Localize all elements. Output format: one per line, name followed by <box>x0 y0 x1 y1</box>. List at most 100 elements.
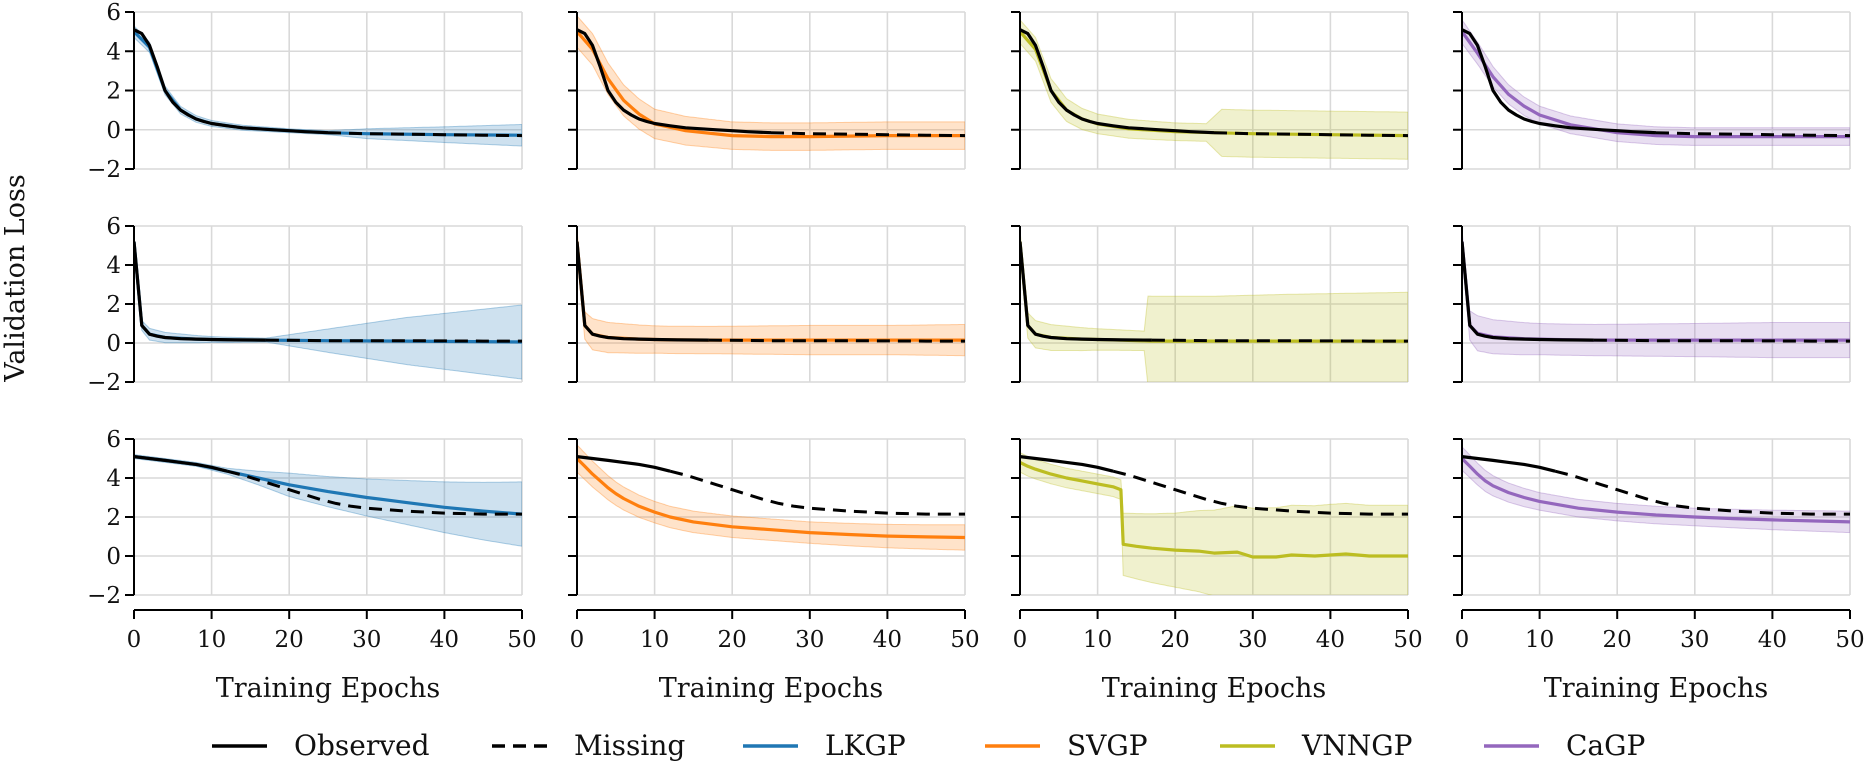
x-tick-label: 50 <box>507 627 536 653</box>
missing-line <box>669 469 965 516</box>
observed-line <box>1020 455 1114 473</box>
panel-r1-svgp <box>568 11 966 170</box>
y-tick-label: 2 <box>106 292 121 318</box>
observed-line <box>134 28 329 135</box>
observed-line <box>577 241 709 342</box>
missing-line <box>1554 469 1850 516</box>
observed-line <box>1020 28 1215 135</box>
x-tick-label: 40 <box>873 627 902 653</box>
x-tick-label: 50 <box>950 627 979 653</box>
x-tick-label: 0 <box>127 627 142 653</box>
x-tick-label: 20 <box>275 627 304 653</box>
panel-r3-svgp: 0 10 20 30 40 50 <box>568 438 980 653</box>
legend-label: Observed <box>294 729 430 762</box>
x-tick-label: 0 <box>570 627 585 653</box>
prediction-mean-line <box>577 457 965 540</box>
x-tick-label: 10 <box>197 627 226 653</box>
legend-label: SVGP <box>1067 729 1148 762</box>
missing-line <box>1213 131 1408 138</box>
x-tick-label: 20 <box>718 627 747 653</box>
x-tick-label: 0 <box>1013 627 1028 653</box>
x-axis-label: Training Epochs <box>216 673 441 704</box>
x-axis-label: Training Epochs <box>1544 673 1769 704</box>
y-tick-label: 4 <box>106 39 121 65</box>
y-tick-label: 0 <box>106 331 121 357</box>
missing-line <box>770 131 965 138</box>
observed-line <box>1020 241 1152 342</box>
x-tick-label: 0 <box>1455 627 1470 653</box>
uncertainty-band <box>1020 229 1408 382</box>
x-tick-label: 10 <box>1525 627 1554 653</box>
legend-item-vnngp: VNNGP <box>1220 729 1412 762</box>
x-tick-label: 30 <box>1680 627 1709 653</box>
legend-item-svgp: SVGP <box>985 729 1148 762</box>
observed-line <box>134 455 228 473</box>
panel-r1-cagp <box>1453 11 1851 170</box>
uncertainty-band <box>1020 19 1408 160</box>
legend-item-lkgp: LKGP <box>743 729 906 762</box>
x-tick-label: 10 <box>640 627 669 653</box>
panel-r2-lkgp: −2 0 2 4 6 <box>87 214 523 396</box>
y-tick-label: −2 <box>87 157 121 183</box>
panel-r3-vnngp: 0 10 20 30 40 50 <box>1011 438 1423 653</box>
legend-label: VNNGP <box>1301 729 1412 762</box>
legend-label: CaGP <box>1566 729 1645 762</box>
missing-line <box>226 469 522 516</box>
legend-label: Missing <box>574 729 685 762</box>
legend: Observed Missing LKGP SVGP VNNGP CaGP <box>212 729 1645 762</box>
y-tick-label: 4 <box>106 253 121 279</box>
legend-item-missing: Missing <box>492 729 685 762</box>
y-tick-label: −2 <box>87 583 121 609</box>
uncertainty-band <box>577 15 965 151</box>
uncertainty-band <box>134 237 522 380</box>
panel-r3-cagp: 0 10 20 30 40 50 <box>1453 438 1865 653</box>
y-tick-label: −2 <box>87 370 121 396</box>
x-tick-label: 30 <box>1238 627 1267 653</box>
missing-line <box>265 338 522 343</box>
panel-r2-cagp <box>1453 225 1851 383</box>
y-tick-label: 6 <box>106 0 121 26</box>
legend-item-cagp: CaGP <box>1484 729 1645 762</box>
uncertainty-band <box>577 229 965 357</box>
x-tick-label: 10 <box>1083 627 1112 653</box>
observed-line <box>577 455 671 473</box>
missing-line <box>327 131 522 138</box>
missing-line <box>1593 338 1850 343</box>
x-tick-label: 50 <box>1393 627 1422 653</box>
y-tick-label: 6 <box>106 427 121 453</box>
prediction-mean-line <box>1462 457 1850 524</box>
panel-r2-svgp <box>568 225 966 383</box>
y-tick-label: 0 <box>106 544 121 570</box>
observed-line <box>134 241 266 342</box>
observed-line <box>1462 241 1594 342</box>
missing-line <box>1655 131 1850 138</box>
missing-line <box>708 338 965 343</box>
uncertainty-band <box>1462 18 1850 146</box>
uncertainty-band <box>134 24 522 147</box>
observed-line <box>577 28 772 135</box>
x-axis-label: Training Epochs <box>659 673 884 704</box>
uncertainty-band <box>1020 452 1408 595</box>
panel-r2-vnngp <box>1011 225 1409 383</box>
missing-line <box>1112 469 1408 516</box>
x-tick-label: 30 <box>352 627 381 653</box>
y-tick-label: 2 <box>106 505 121 531</box>
x-tick-label: 20 <box>1161 627 1190 653</box>
x-tick-label: 20 <box>1603 627 1632 653</box>
prediction-mean-line <box>1020 460 1408 559</box>
x-tick-label: 30 <box>795 627 824 653</box>
panel-r1-vnngp <box>1011 11 1409 170</box>
x-tick-label: 40 <box>1316 627 1345 653</box>
y-tick-label: 0 <box>106 118 121 144</box>
uncertainty-band <box>577 444 965 551</box>
observed-line <box>1462 28 1657 135</box>
x-axis-labels: Training Epochs Training Epochs Training E… <box>216 673 1769 704</box>
y-tick-label: 6 <box>106 214 121 240</box>
legend-label: LKGP <box>825 729 906 762</box>
y-tick-label: 4 <box>106 466 121 492</box>
x-axis-label: Training Epochs <box>1102 673 1327 704</box>
y-tick-label: 2 <box>106 79 121 105</box>
